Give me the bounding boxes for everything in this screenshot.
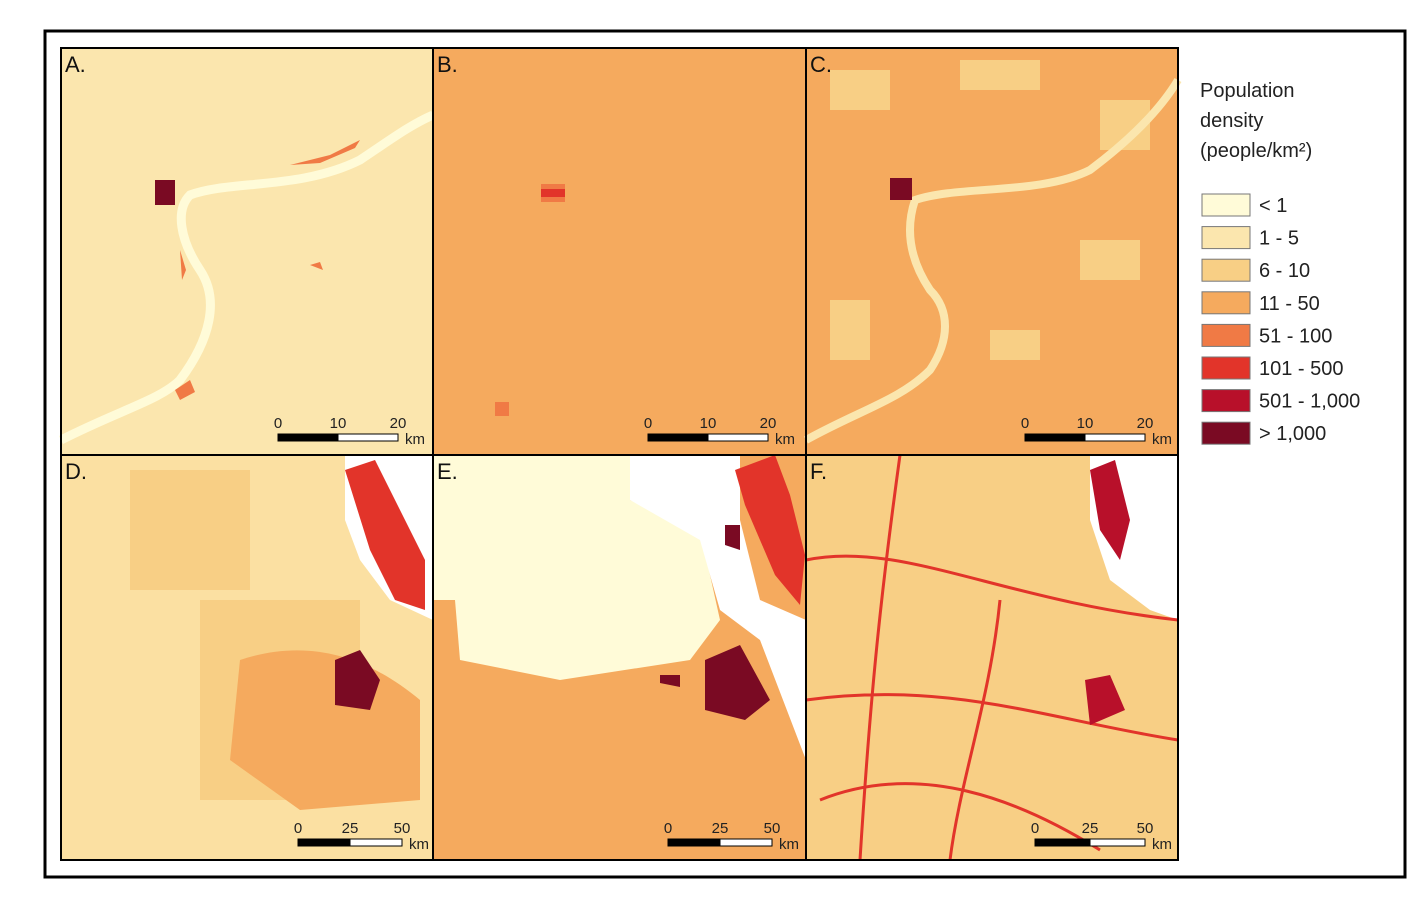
scale-tick-label: 0 (644, 415, 652, 432)
scale-tick-label: 20 (390, 415, 407, 432)
legend: Population density (people/km²) < 1 1 - 5 6 -… (1200, 80, 1360, 445)
panel-label: A. (65, 52, 86, 77)
scale-bar-dark (1024, 433, 1086, 442)
panel-e-map (433, 455, 806, 860)
panel-c-map (804, 48, 1182, 455)
scale-tick-label: 20 (1137, 415, 1154, 432)
legend-title: density (1200, 110, 1263, 132)
scale-tick-label: 10 (330, 415, 347, 432)
scale-unit: km (1152, 431, 1172, 448)
scale-unit: km (405, 431, 425, 448)
scale-unit: km (779, 836, 799, 853)
legend-label: 11 - 50 (1259, 293, 1320, 315)
scale-unit: km (775, 431, 795, 448)
scale-bar-dark (667, 838, 721, 847)
legend-label: 51 - 100 (1259, 325, 1332, 347)
legend-swatch (1201, 226, 1251, 250)
legend-swatch (1201, 258, 1251, 282)
legend-label: < 1 (1259, 195, 1287, 217)
scale-tick-label: 25 (712, 820, 729, 837)
panel-b-map (433, 48, 806, 455)
legend-swatch (1201, 356, 1251, 380)
panel-label: C. (810, 52, 832, 77)
panel-label: E. (437, 459, 458, 484)
scale-tick-label: 50 (764, 820, 781, 837)
scale-bar-light (1084, 433, 1146, 442)
scale-tick-label: 25 (1082, 820, 1099, 837)
legend-swatch (1201, 193, 1251, 217)
panel-label: B. (437, 52, 458, 77)
panel-border (805, 454, 1179, 861)
scale-bar-light (1089, 838, 1146, 847)
legend-label: 6 - 10 (1259, 260, 1310, 282)
scale-bar-light (349, 838, 403, 847)
scale-tick-label: 50 (394, 820, 411, 837)
scale-bar-dark (277, 433, 339, 442)
scale-tick-label: 10 (700, 415, 717, 432)
scale-tick-label: 0 (294, 820, 302, 837)
scale-unit: km (1152, 836, 1172, 853)
scale-tick-label: 0 (1021, 415, 1029, 432)
scale-bar-dark (647, 433, 709, 442)
scale-tick-label: 50 (1137, 820, 1154, 837)
legend-title: Population (1200, 80, 1295, 102)
scale-tick-label: 20 (760, 415, 777, 432)
scale-bar-light (337, 433, 399, 442)
panel-a-map (58, 48, 435, 455)
legend-swatch (1201, 323, 1251, 347)
scale-tick-label: 0 (274, 415, 282, 432)
scale-bar-light (719, 838, 773, 847)
scale-tick-label: 25 (342, 820, 359, 837)
legend-label: 101 - 500 (1259, 358, 1344, 380)
scale-tick-label: 0 (664, 820, 672, 837)
legend-label: 1 - 5 (1259, 228, 1299, 250)
panel-label: F. (810, 459, 827, 484)
panel-d-map (61, 455, 433, 860)
scale-unit: km (409, 836, 429, 853)
legend-label: 501 - 1,000 (1259, 391, 1360, 413)
scale-bar-light (707, 433, 769, 442)
scale-tick-label: 0 (1031, 820, 1039, 837)
panel-f-map (805, 454, 1179, 861)
legend-swatch (1201, 291, 1251, 315)
legend-swatch (1201, 421, 1251, 445)
legend-swatch (1201, 389, 1251, 413)
scale-tick-label: 10 (1077, 415, 1094, 432)
legend-label: > 1,000 (1259, 423, 1326, 445)
scale-bar-dark (1034, 838, 1091, 847)
legend-title: (people/km²) (1200, 140, 1312, 162)
scale-bar-dark (297, 838, 351, 847)
panel-label: D. (65, 459, 87, 484)
